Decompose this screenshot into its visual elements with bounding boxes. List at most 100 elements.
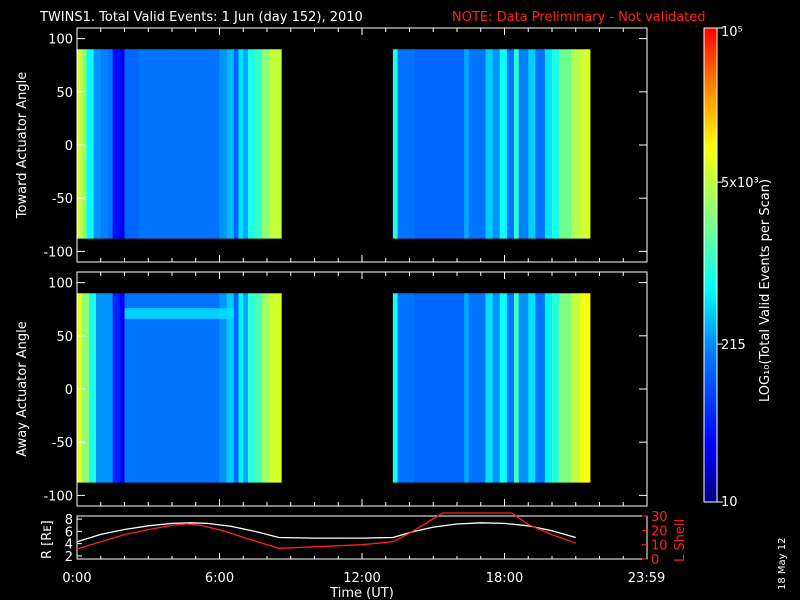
heatmap-column xyxy=(485,49,494,239)
heatmap-column xyxy=(93,49,102,239)
heatmap-column xyxy=(535,49,546,239)
heatmap-column xyxy=(96,293,114,483)
y-tick-label: 50 xyxy=(56,330,73,345)
colorbar: 10 215 5x10³ 10⁵ LOG₁₀(Total Valid Events p… xyxy=(703,25,773,510)
radius-tick-label: 4 xyxy=(65,538,73,553)
heatmap-column xyxy=(262,293,270,483)
heatmap-column xyxy=(535,293,546,483)
heatmap-column xyxy=(248,293,256,483)
heatmap-column xyxy=(464,293,470,483)
y-tick-label: -100 xyxy=(43,245,73,260)
away-panel: 100 50 0 -50 -100 Away Actuator Angle xyxy=(15,271,648,507)
heatmap-column xyxy=(77,293,83,483)
colorbar-tick-label: 5x10³ xyxy=(721,176,759,191)
preliminary-note: NOTE: Data Preliminary - Not validated xyxy=(452,10,706,25)
heatmap-column xyxy=(269,293,282,483)
heatmap-column xyxy=(269,49,282,239)
heatmap-column xyxy=(552,49,560,239)
heatmap-column xyxy=(514,49,520,239)
heatmap-column xyxy=(492,49,501,239)
heatmap-column xyxy=(124,49,140,239)
toward-panel: 100 50 0 -50 -100 Toward Actuator Angle xyxy=(15,27,648,263)
heatmap-column xyxy=(255,49,263,239)
time-tick-label: 18:00 xyxy=(486,571,523,586)
heatmap-column xyxy=(559,293,572,483)
heatmap-column xyxy=(397,293,415,483)
heatmap-column xyxy=(81,49,87,239)
heatmap-column xyxy=(552,293,560,483)
heatmap-column xyxy=(138,49,173,239)
chart-title: TWINS1. Total Valid Events: 1 Jun (day 1… xyxy=(39,10,363,25)
heatmap-column xyxy=(112,293,121,483)
heatmap-column xyxy=(518,293,529,483)
lshell-series-line xyxy=(76,512,577,550)
away-heatmap xyxy=(77,293,591,483)
y-tick-label: 50 xyxy=(56,86,73,101)
time-axis-label: Time (UT) xyxy=(329,586,394,600)
heatmap-column xyxy=(107,49,114,239)
lshell-tick-label: 20 xyxy=(651,524,668,539)
heatmap-column xyxy=(86,49,95,239)
lshell-axis-label: L Shell xyxy=(673,519,688,562)
heatmap-column xyxy=(485,293,494,483)
colorbar-tick-label: 10⁵ xyxy=(721,25,743,40)
colorbar-label: LOG₁₀(Total Valid Events per Scan) xyxy=(758,179,773,402)
colorbar-frame xyxy=(703,27,718,503)
heatmap-column xyxy=(81,293,90,483)
heatmap-column xyxy=(528,293,536,483)
radius-tick-label: 6 xyxy=(65,525,73,540)
heatmap-column xyxy=(124,293,140,483)
lshell-tick-label: 10 xyxy=(651,539,668,554)
heatmap-column xyxy=(243,293,249,483)
heatmap-column xyxy=(506,293,515,483)
lshell-tick-label: 0 xyxy=(651,553,659,568)
heatmap-column xyxy=(499,49,508,239)
heatmap-column xyxy=(414,49,465,239)
heatmap-column xyxy=(226,49,235,239)
heatmap-column xyxy=(112,49,121,239)
heatmap-column xyxy=(580,293,591,483)
heatmap-column xyxy=(248,49,256,239)
heatmap-column xyxy=(571,293,581,483)
heatmap-column xyxy=(544,293,553,483)
heatmap-column xyxy=(100,49,109,239)
colorbar-ticks: 10 215 5x10³ 10⁵ xyxy=(717,25,759,510)
toward-y-axis: 100 50 0 -50 -100 xyxy=(43,28,648,262)
heatmap-column xyxy=(238,293,244,483)
toward-heatmap xyxy=(77,49,591,239)
time-tick-label: 23:59 xyxy=(628,571,665,586)
lshell-tick-label: 30 xyxy=(651,510,668,525)
heatmap-column xyxy=(580,49,591,239)
heatmap-column xyxy=(172,293,220,483)
heatmap-column xyxy=(397,49,415,239)
heatmap-column xyxy=(514,293,520,483)
radius-tick-label: 2 xyxy=(65,550,73,565)
heatmap-column xyxy=(559,49,572,239)
colorbar-tick-label: 10 xyxy=(721,495,738,510)
toward-y-label: Toward Actuator Angle xyxy=(15,72,30,219)
away-y-label: Away Actuator Angle xyxy=(15,321,30,456)
heatmap-column xyxy=(528,49,536,239)
y-tick-label: -50 xyxy=(52,192,73,207)
heatmap-column xyxy=(392,49,399,239)
heatmap-column xyxy=(468,293,486,483)
heatmap-column xyxy=(518,49,529,239)
heatmap-column xyxy=(77,49,83,239)
heatmap-column xyxy=(219,293,228,483)
heatmap-column xyxy=(172,49,220,239)
heatmap-column xyxy=(226,293,235,483)
heatmap-column xyxy=(119,293,125,483)
heatmap-column xyxy=(544,49,553,239)
heatmap-column xyxy=(233,49,239,239)
heatmap-column xyxy=(492,293,501,483)
heatmap-column xyxy=(262,49,270,239)
heatmap-column xyxy=(238,49,244,239)
y-tick-label: -100 xyxy=(43,489,73,504)
heatmap-column xyxy=(506,49,515,239)
y-tick-label: 0 xyxy=(65,383,73,398)
radius-tick-label: 8 xyxy=(65,513,73,528)
away-y-axis: 100 50 0 -50 -100 xyxy=(43,272,648,506)
